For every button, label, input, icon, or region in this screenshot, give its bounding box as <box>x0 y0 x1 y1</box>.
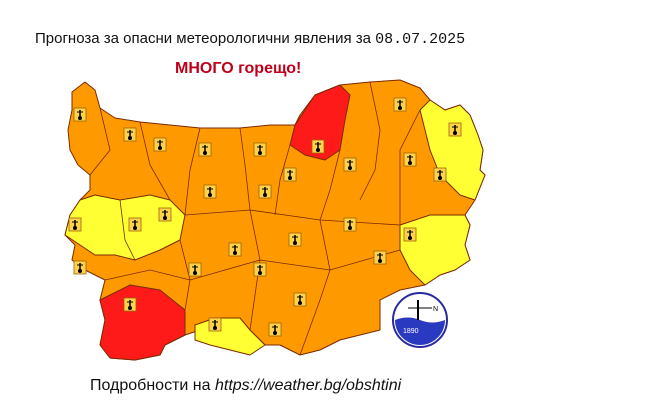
svg-text:1890: 1890 <box>403 328 419 335</box>
footer-text: Подробности на https://weather.bg/obshti… <box>90 377 402 394</box>
thermometer-icon <box>448 122 462 137</box>
region-yellow-burgas[interactable] <box>399 214 471 286</box>
svg-text:N: N <box>433 306 438 313</box>
thermometer-icon <box>393 97 407 112</box>
thermometer-icon <box>208 317 222 332</box>
region-yellow-dobrich[interactable] <box>419 99 486 201</box>
thermometer-icon <box>288 232 302 247</box>
page-title: Прогноза за опасни метеорологични явлени… <box>35 30 466 48</box>
thermometer-icon <box>123 127 137 142</box>
thermometer-icon <box>188 262 202 277</box>
region-red-ruse[interactable] <box>289 84 351 161</box>
thermometer-icon <box>68 217 82 232</box>
thermometer-icon <box>343 217 357 232</box>
thermometer-icon <box>228 242 242 257</box>
thermometer-icon <box>373 250 387 265</box>
thermometer-icon <box>158 207 172 222</box>
forecast-date: 08.07.2025 <box>375 31 466 48</box>
thermometer-icon <box>311 139 325 154</box>
thermometer-markers <box>68 97 462 337</box>
thermometer-icon <box>153 137 167 152</box>
thermometer-icon <box>343 157 357 172</box>
region-red-blagoevgrad[interactable] <box>99 284 186 361</box>
nimh-logo: N 1890 <box>392 292 448 348</box>
thermometer-icon <box>433 167 447 182</box>
thermometer-icon <box>253 142 267 157</box>
thermometer-icon <box>268 322 282 337</box>
warning-text: МНОГО горещо! <box>175 60 302 77</box>
thermometer-icon <box>203 184 217 199</box>
details-link[interactable]: https://weather.bg/obshtini <box>214 377 402 394</box>
region-borders <box>89 81 421 356</box>
thermometer-icon <box>253 262 267 277</box>
thermometer-icon <box>283 167 297 182</box>
region-orange-base[interactable] <box>64 79 486 361</box>
thermometer-icon <box>123 297 137 312</box>
thermometer-icon <box>258 184 272 199</box>
thermometer-icon <box>293 292 307 307</box>
thermometer-icon <box>73 260 87 275</box>
thermometer-icon <box>128 217 142 232</box>
thermometer-icon <box>403 152 417 167</box>
thermometer-icon <box>198 142 212 157</box>
thermometer-icon <box>73 107 87 122</box>
thermometer-icon <box>403 227 417 242</box>
